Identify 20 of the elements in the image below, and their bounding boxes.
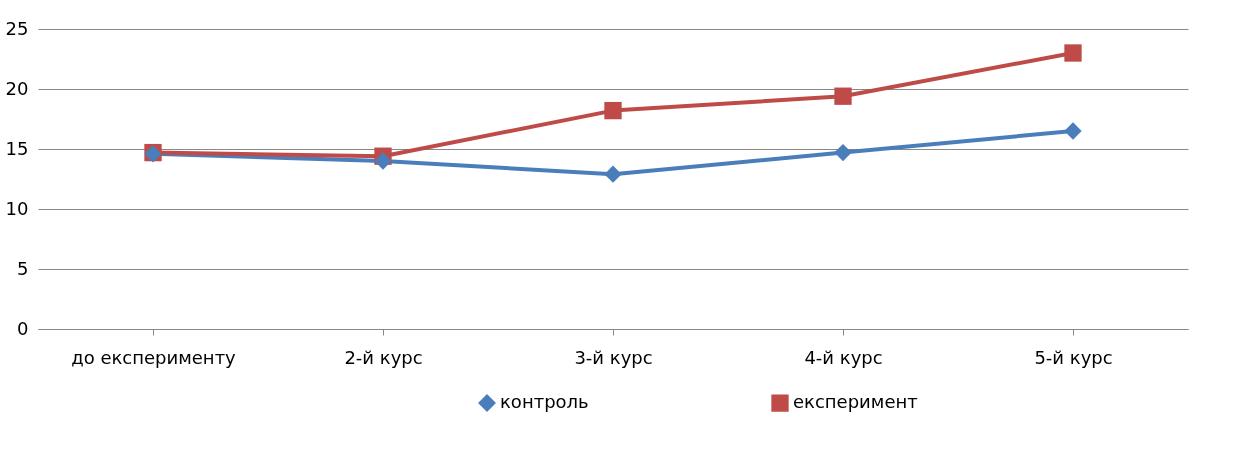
point [834, 87, 852, 105]
y-tick-label: 20 [5, 77, 29, 99]
y-tick-label: 0 [17, 317, 29, 339]
x-tick-label: 3-й курс [574, 346, 653, 368]
x-tick-label: 5-й курс [1034, 346, 1113, 368]
x-tick-label: до експерименту [71, 346, 237, 368]
point [834, 143, 852, 162]
legend-label: експеримент [793, 391, 918, 413]
x-tick-label: 4-й курс [804, 346, 883, 368]
point [604, 101, 622, 120]
y-tick-label: 10 [5, 197, 29, 219]
y-tick-label: 5 [17, 257, 29, 279]
legend-label: контроль [500, 391, 589, 413]
y-tick-label: 25 [5, 17, 29, 39]
point [604, 165, 622, 183]
y-tick-label: 15 [5, 137, 29, 159]
x-tick-label: 2-й курс [344, 346, 423, 368]
point [1064, 44, 1082, 62]
point [1064, 122, 1082, 140]
point [374, 152, 392, 170]
